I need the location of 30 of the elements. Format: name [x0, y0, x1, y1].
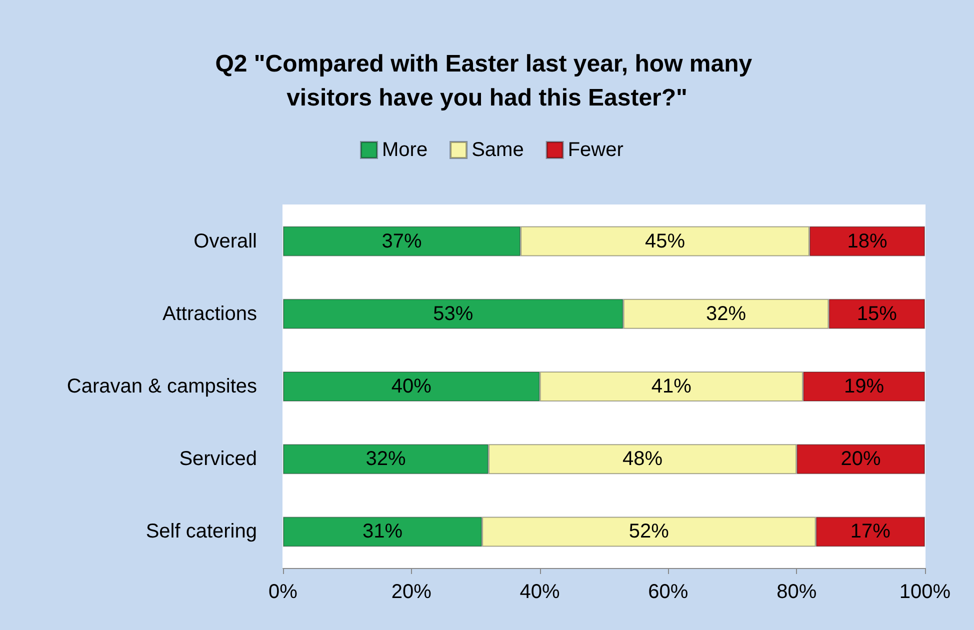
x-tick-label: 60% — [648, 581, 688, 603]
y-tick-label: Overall — [194, 230, 257, 252]
data-label: 32% — [366, 448, 406, 470]
x-tick-label: 100% — [899, 581, 951, 603]
data-label: 40% — [391, 376, 432, 398]
data-label: 52% — [628, 520, 670, 543]
y-tick-label: Serviced — [179, 448, 257, 470]
data-label: 32% — [706, 302, 746, 325]
data-label: 20% — [840, 448, 882, 470]
data-label: 45% — [644, 230, 686, 252]
chart-title: Q2 "Compared with Easter last year, how many visitors have you had this Easter?" — [215, 50, 759, 112]
data-label: 37% — [382, 230, 422, 252]
data-label: 18% — [847, 230, 888, 252]
x-tick-label: 40% — [520, 581, 560, 603]
data-label: 41% — [651, 376, 692, 398]
y-tick-label: Caravan & campsites — [66, 376, 257, 398]
legend-label: More — [382, 139, 428, 161]
data-label: 48% — [622, 448, 663, 470]
x-tick-label: 20% — [391, 581, 432, 603]
y-tick-label: Self catering — [146, 520, 257, 543]
data-label: 15% — [856, 302, 898, 325]
data-label: 19% — [844, 376, 884, 398]
data-label: 53% — [433, 302, 474, 325]
x-tick-label: 0% — [268, 581, 298, 603]
x-tick-label: 80% — [776, 581, 817, 603]
legend-label: Fewer — [568, 139, 624, 161]
data-label: 31% — [362, 520, 403, 543]
legend-label: Same — [472, 139, 524, 161]
y-tick-label: Attractions — [162, 302, 257, 325]
data-label: 17% — [850, 520, 891, 543]
